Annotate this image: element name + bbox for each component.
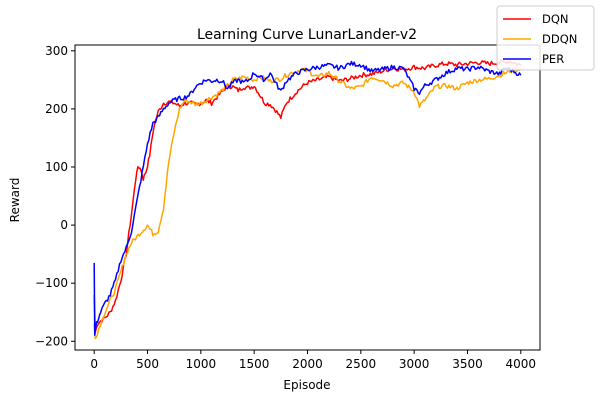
x-tick-label: 2000 — [292, 357, 323, 371]
y-tick-label: 100 — [45, 160, 68, 174]
x-tick-label: 500 — [136, 357, 159, 371]
legend: DQN DDQN PER — [496, 5, 595, 71]
x-tick-label: 3500 — [452, 357, 483, 371]
y-tick-label: −100 — [35, 276, 68, 290]
x-tick-label: 1000 — [186, 357, 217, 371]
plot-lines — [93, 59, 522, 340]
y-tick-label: −200 — [35, 334, 68, 348]
chart-title: Learning Curve LunarLander-v2 — [197, 27, 417, 43]
series-line-per — [93, 60, 522, 336]
y-axis-label: Reward — [8, 178, 22, 223]
axes: 0 500 1000 1500 2000 2500 3000 3500 4000−200−100… — [35, 44, 541, 371]
y-tick-label: 0 — [60, 218, 68, 232]
y-tick-label: 200 — [45, 102, 68, 116]
y-tick-label: 300 — [45, 44, 68, 58]
legend-label-ddqn: DDQN — [542, 32, 577, 46]
legend-box — [496, 5, 595, 71]
plot-frame — [74, 44, 541, 351]
x-tick-label: 3000 — [399, 357, 430, 371]
x-tick-label: 4000 — [506, 357, 537, 371]
legend-label-per: PER — [542, 52, 564, 66]
x-axis-label: Episode — [283, 378, 330, 392]
legend-label-dqn: DQN — [542, 12, 569, 26]
x-tick-label: 1500 — [239, 357, 270, 371]
series-line-ddqn — [93, 67, 522, 340]
x-tick-label: 2500 — [346, 357, 377, 371]
series-line-dqn — [93, 59, 522, 334]
x-tick-label: 0 — [90, 357, 98, 371]
